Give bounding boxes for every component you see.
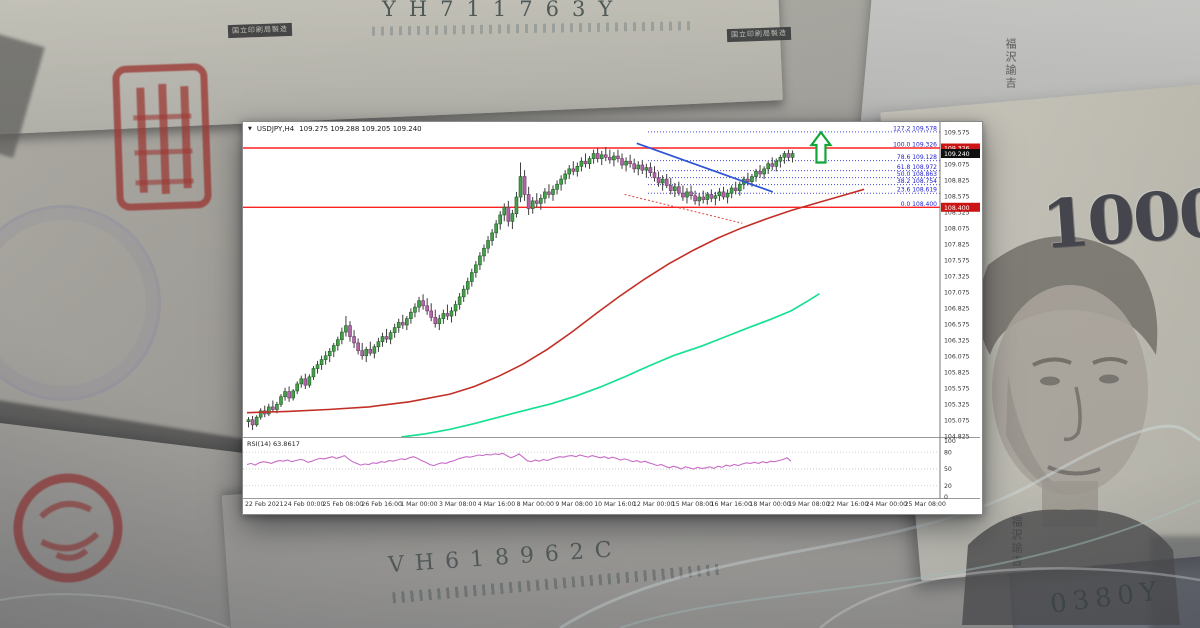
svg-text:3 Mar 08:00: 3 Mar 08:00 — [439, 501, 476, 508]
svg-text:127.2 109.578: 127.2 109.578 — [893, 125, 937, 132]
svg-text:80: 80 — [944, 449, 952, 456]
svg-text:16 Mar 16:00: 16 Mar 16:00 — [711, 501, 752, 508]
svg-text:23.6 108.619: 23.6 108.619 — [897, 187, 937, 194]
svg-text:10 Mar 16:00: 10 Mar 16:00 — [594, 501, 635, 508]
chart-header: ▼ USDJPY,H4 109.275 109.288 109.205 109.… — [248, 125, 422, 133]
svg-text:24 Mar 00:00: 24 Mar 00:00 — [866, 501, 907, 508]
svg-text:100: 100 — [944, 438, 956, 445]
svg-text:109.575: 109.575 — [944, 129, 970, 136]
svg-text:109.326: 109.326 — [944, 146, 970, 153]
svg-text:0.0 108.400: 0.0 108.400 — [901, 201, 937, 208]
svg-text:22 Feb 2021: 22 Feb 2021 — [245, 501, 284, 508]
svg-text:109.240: 109.240 — [944, 151, 970, 158]
svg-text:107.325: 107.325 — [944, 273, 970, 280]
svg-text:61.8 108.972: 61.8 108.972 — [897, 164, 937, 171]
portrait-name-label: 福沢諭吉 — [1008, 516, 1024, 568]
svg-text:9 Mar 08:00: 9 Mar 08:00 — [555, 501, 592, 508]
serial-number-top: YH711763Y — [382, 0, 625, 21]
svg-text:105.075: 105.075 — [944, 417, 970, 424]
chart-symbol-label: USDJPY,H4 — [256, 125, 295, 133]
svg-text:50: 50 — [944, 466, 952, 473]
svg-text:4 Mar 16:00: 4 Mar 16:00 — [478, 501, 515, 508]
svg-text:8 Mar 00:00: 8 Mar 00:00 — [517, 501, 554, 508]
svg-text:25 Feb 08:00: 25 Feb 08:00 — [323, 501, 364, 508]
svg-text:50.0 108.863: 50.0 108.863 — [897, 171, 937, 178]
svg-text:107.075: 107.075 — [944, 289, 970, 296]
svg-text:12 Mar 00:00: 12 Mar 00:00 — [633, 501, 674, 508]
svg-text:38.2 108.754: 38.2 108.754 — [897, 178, 937, 185]
svg-text:105.575: 105.575 — [944, 385, 970, 392]
svg-text:108.075: 108.075 — [944, 225, 970, 232]
svg-text:108.575: 108.575 — [944, 193, 970, 200]
price-chart-canvas[interactable]: 127.2 109.578 100.0 109.326 78.6 109.128 61… — [243, 122, 980, 512]
svg-text:108.325: 108.325 — [944, 209, 970, 216]
svg-text:105.325: 105.325 — [944, 401, 970, 408]
svg-text:1 Mar 00:00: 1 Mar 00:00 — [400, 501, 437, 508]
svg-text:107.575: 107.575 — [944, 257, 970, 264]
svg-text:78.6 109.128: 78.6 109.128 — [897, 154, 937, 161]
rsi-indicator-label: RSI(14) 63.8617 — [247, 440, 300, 448]
svg-text:105.825: 105.825 — [944, 369, 970, 376]
svg-text:100.0 109.326: 100.0 109.326 — [893, 142, 937, 149]
svg-text:20: 20 — [944, 483, 952, 490]
svg-text:26 Feb 16:00: 26 Feb 16:00 — [361, 501, 402, 508]
svg-text:107.825: 107.825 — [944, 241, 970, 248]
mt4-chart-window[interactable]: ▼ USDJPY,H4 109.275 109.288 109.205 109.… — [242, 121, 983, 515]
chart-dropdown-arrow-icon[interactable]: ▼ — [248, 126, 252, 132]
svg-text:106.575: 106.575 — [944, 321, 970, 328]
svg-text:15 Mar 08:00: 15 Mar 08:00 — [672, 501, 713, 508]
svg-text:22 Mar 16:00: 22 Mar 16:00 — [827, 501, 868, 508]
svg-text:106.075: 106.075 — [944, 353, 970, 360]
svg-text:106.325: 106.325 — [944, 337, 970, 344]
svg-text:18 Mar 00:00: 18 Mar 00:00 — [749, 501, 790, 508]
svg-text:25 Mar 08:00: 25 Mar 08:00 — [905, 501, 946, 508]
svg-text:24 Feb 00:00: 24 Feb 00:00 — [284, 501, 325, 508]
svg-text:109.075: 109.075 — [944, 161, 970, 168]
red-seal-stamp — [112, 63, 212, 211]
svg-text:19 Mar 08:00: 19 Mar 08:00 — [788, 501, 829, 508]
svg-text:106.825: 106.825 — [944, 305, 970, 312]
svg-text:108.825: 108.825 — [944, 177, 970, 184]
svg-text:108.400: 108.400 — [944, 205, 970, 212]
red-seal-stamp — [13, 473, 123, 583]
svg-text:104.825: 104.825 — [944, 433, 970, 440]
portrait-name-label: 福沢諭吉 — [1002, 38, 1018, 90]
chart-ohlc-label: 109.275 109.288 109.205 109.240 — [299, 125, 422, 133]
svg-text:0: 0 — [944, 494, 948, 501]
